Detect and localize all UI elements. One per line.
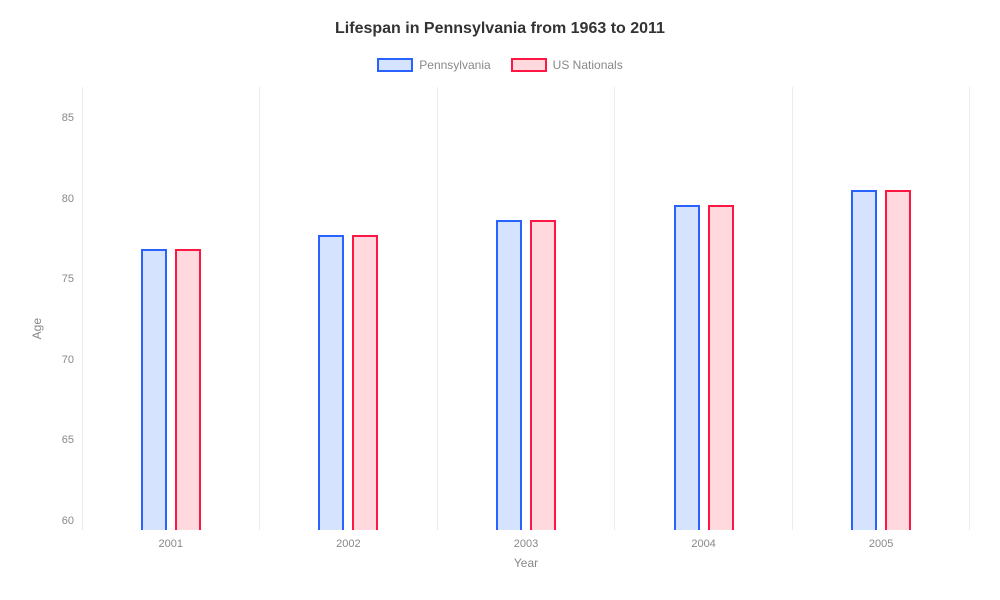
bar-group [82, 87, 260, 530]
y-tick-label: 65 [62, 434, 74, 446]
bar [141, 249, 167, 530]
bar [175, 249, 201, 530]
bar [708, 205, 734, 530]
legend-item: Pennsylvania [377, 58, 490, 72]
x-tick-label: 2003 [437, 538, 615, 550]
bar [530, 220, 556, 530]
bar-group [792, 87, 970, 530]
legend-swatch [511, 58, 547, 72]
y-tick-label: 60 [62, 515, 74, 527]
y-tick-label: 75 [62, 273, 74, 285]
chart-title: Lifespan in Pennsylvania from 1963 to 20… [30, 20, 970, 38]
bar-group [260, 87, 438, 530]
y-tick-label: 85 [62, 112, 74, 124]
legend-swatch [377, 58, 413, 72]
bar [496, 220, 522, 530]
x-tick-label: 2004 [615, 538, 793, 550]
bar [674, 205, 700, 530]
legend: Pennsylvania US Nationals [30, 58, 970, 72]
legend-label: US Nationals [553, 58, 623, 72]
bar [885, 190, 911, 530]
x-tick-label: 2005 [792, 538, 970, 550]
x-axis-ticks: 20012002200320042005 [82, 538, 970, 550]
y-tick-label: 70 [62, 354, 74, 366]
x-tick-label: 2002 [260, 538, 438, 550]
plot-wrapper: Age 85 80 75 70 65 60 20012002200320042005 Ye… [30, 87, 970, 570]
bars-area [82, 87, 970, 530]
x-axis-label: Year [82, 556, 970, 570]
plot-area: 20012002200320042005 Year [82, 87, 970, 570]
chart-container: Lifespan in Pennsylvania from 1963 to 20… [0, 0, 1000, 600]
y-axis-ticks: 85 80 75 70 65 60 [52, 87, 82, 570]
bar-group [437, 87, 615, 530]
y-axis-label: Age [30, 318, 44, 339]
x-tick-label: 2001 [82, 538, 260, 550]
bar [352, 235, 378, 530]
bar [851, 190, 877, 530]
legend-label: Pennsylvania [419, 58, 490, 72]
bar-group [615, 87, 793, 530]
bar [318, 235, 344, 530]
y-tick-label: 80 [62, 193, 74, 205]
legend-item: US Nationals [511, 58, 623, 72]
